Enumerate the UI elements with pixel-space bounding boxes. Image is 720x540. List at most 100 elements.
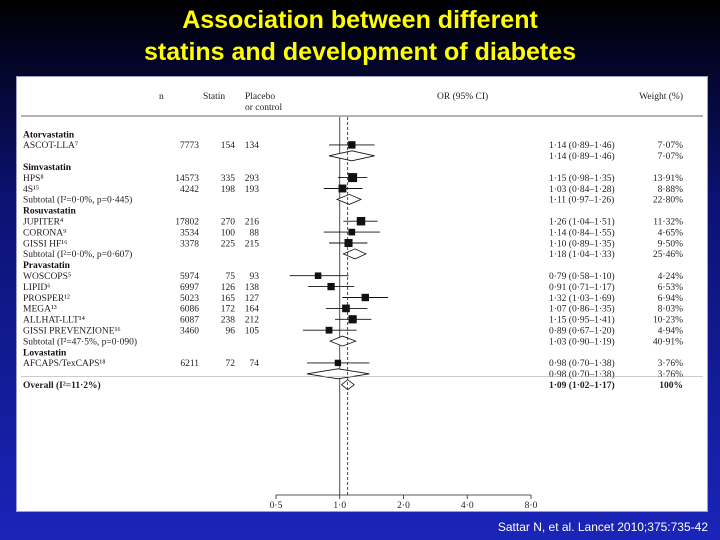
slide-title-line-1: Association between different [182,6,538,34]
weight-value: 7·07% [658,152,683,162]
study-placebo-events: 193 [245,185,260,195]
study-marker [348,228,356,236]
study-statin-events: 198 [221,185,236,195]
study-marker [344,238,353,248]
study-n: 5974 [180,272,199,282]
study-label: WOSCOPS⁵ [23,272,71,282]
study-label: AFCAPS/TexCAPS¹⁸ [23,359,106,369]
header-placebo-or-control: or control [245,103,283,113]
subtotal-label: Subtotal (I²=47·5%, p=0·090) [23,336,137,347]
or-ci-value: 1·03 (0·90–1·19) [549,336,615,347]
x-tick-label: 4·0 [461,501,474,511]
study-label: LIPID⁶ [23,283,51,293]
weight-value: 6·94% [658,294,683,304]
x-tick-label: 2·0 [397,501,410,511]
weight-value: 3·76% [658,370,683,380]
study-placebo-events: 127 [245,294,260,304]
study-marker [338,184,347,193]
subtotal-label: Subtotal (I²=0·0%, p=0·445) [23,195,132,206]
weight-value: 40·91% [653,337,683,347]
study-placebo-events: 105 [245,327,260,337]
or-ci-value: 1·14 (0·89–1·46) [549,151,615,162]
x-tick-label: 0·5 [270,501,283,511]
study-n: 5023 [180,294,199,304]
group-label: Pravastatin [23,261,71,271]
or-ci-value: 0·79 (0·58–1·10) [549,271,615,282]
study-placebo-events: 212 [245,316,260,326]
or-ci-value: 1·14 (0·89–1·46) [549,140,615,151]
study-placebo-events: 134 [245,141,260,151]
x-tick-label: 1·0 [333,501,346,511]
study-label: GISSI HF¹⁶ [23,239,67,249]
study-statin-events: 126 [221,283,236,293]
or-ci-value: 0·91 (0·71–1·17) [549,282,615,293]
weight-value: 100% [659,381,683,391]
study-marker [342,304,350,313]
study-statin-events: 72 [226,359,236,369]
study-n: 6211 [180,359,199,369]
study-label: JUPITER⁴ [23,218,64,228]
study-placebo-events: 88 [250,228,260,238]
study-statin-events: 100 [221,228,236,238]
study-statin-events: 270 [221,218,236,228]
study-marker [348,141,356,149]
group-label: Simvastatin [23,163,72,173]
group-label: Lovastatin [23,348,67,358]
header-n: n [159,92,164,102]
study-placebo-events: 293 [245,174,260,184]
study-n: 14573 [175,174,199,184]
study-marker [356,216,366,226]
study-n: 4242 [180,185,199,195]
weight-value: 8·03% [658,305,683,315]
or-ci-value: 1·10 (0·89–1·35) [549,238,615,249]
overall-label: Overall (I²=11·2%) [23,380,101,391]
study-placebo-events: 216 [245,218,260,228]
subtotal-diamond [328,150,375,162]
forest-plot-panel: n Statin Placebo or control OR (95% CI) Weigh… [16,76,708,512]
study-marker [334,359,342,367]
or-ci-value: 1·11 (0·97–1·26) [549,195,614,206]
or-ci-value: 1·32 (1·03–1·69) [549,293,615,304]
weight-value: 3·76% [658,359,683,369]
study-n: 7773 [180,141,199,151]
study-n: 6086 [180,305,199,315]
or-ci-value: 1·09 (1·02–1·17) [549,380,615,391]
study-label: HPS⁸ [23,174,44,184]
or-ci-value: 1·07 (0·86–1·35) [549,304,615,315]
header-or-ci: OR (95% CI) [437,91,488,102]
weight-value: 4·94% [658,327,683,337]
subtotal-label: Subtotal (I²=0·0%, p=0·607) [23,249,132,260]
group-label: Rosuvastatin [23,207,77,217]
subtotal-diamond [335,193,363,205]
study-label: ASCOT-LLA⁷ [23,141,78,151]
weight-value: 4·24% [658,272,683,282]
study-label: MEGA¹³ [23,305,57,315]
weight-value: 7·07% [658,141,683,151]
study-label: 4S¹⁵ [23,185,39,195]
weight-value: 8·88% [658,185,683,195]
or-ci-value: 1·26 (1·04–1·51) [549,217,615,228]
or-ci-value: 1·15 (0·95–1·41) [549,315,615,326]
study-statin-events: 172 [221,305,236,315]
study-label: GISSI PREVENZIONE¹⁶ [23,327,121,337]
study-marker [314,272,322,279]
study-n: 6087 [180,316,199,326]
study-placebo-events: 74 [250,359,260,369]
group-label: Atorvastatin [23,130,75,140]
study-n: 6997 [180,283,199,293]
or-ci-value: 1·15 (0·98–1·35) [549,173,615,184]
study-n: 17802 [175,218,199,228]
slide-title-line-2: statins and development of diabetes [143,38,577,66]
header-statin: Statin [203,92,225,102]
study-label: ALLHAT-LLT¹⁴ [23,316,86,326]
study-n: 3534 [180,228,199,238]
or-ci-value: 0·98 (0·70–1·38) [549,369,615,380]
study-label: PROSPER¹² [23,294,70,304]
subtotal-diamond [328,335,357,347]
study-n: 3378 [180,239,199,249]
x-tick-label: 8·0 [525,501,538,511]
weight-value: 6·53% [658,283,683,293]
or-ci-value: 0·98 (0·70–1·38) [549,358,615,369]
study-placebo-events: 93 [250,272,260,282]
